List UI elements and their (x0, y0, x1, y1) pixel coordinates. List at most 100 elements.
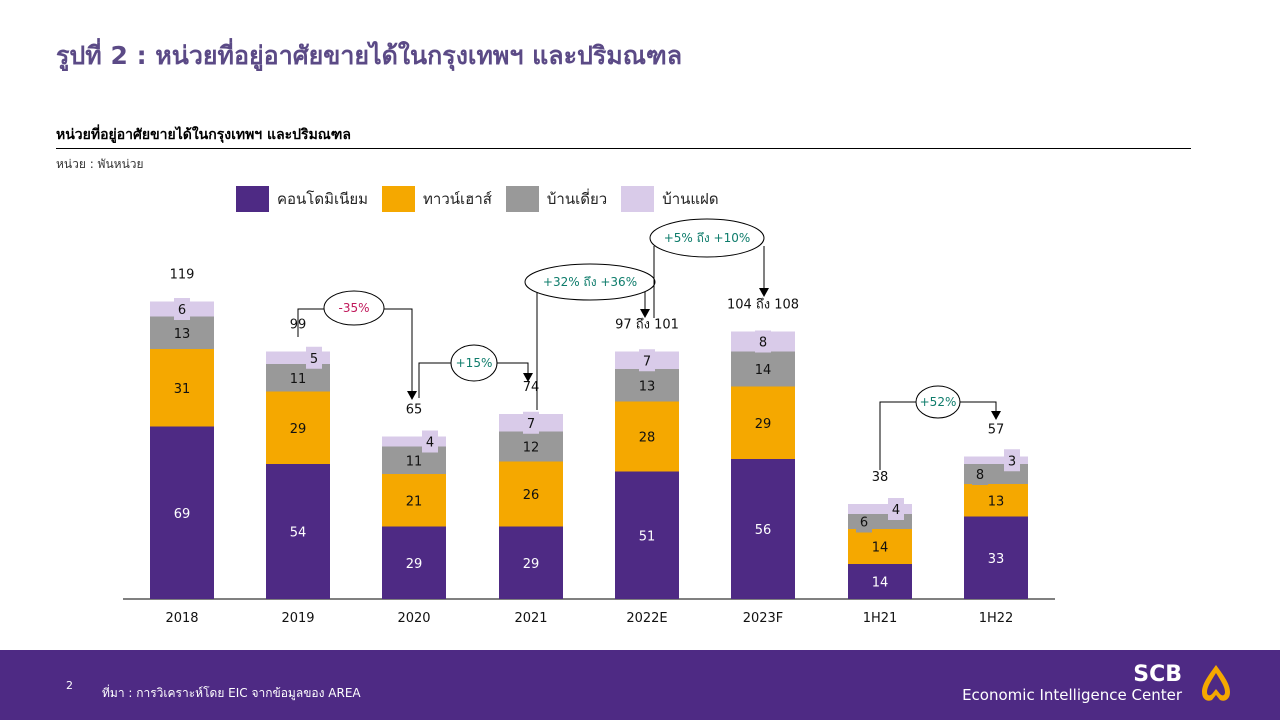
segment-label: 7 (527, 417, 535, 432)
bar-segment (150, 316, 214, 349)
label-box (1004, 449, 1020, 472)
bar-segment (615, 369, 679, 402)
annotation-connector (297, 308, 413, 392)
segment-label: 6 (178, 303, 186, 318)
x-tick-label: 2018 (165, 611, 198, 626)
bar-segment (848, 529, 912, 564)
segment-label: 8 (976, 468, 984, 483)
annotation-connector (418, 362, 529, 398)
annotation-connector (653, 246, 765, 318)
annotation-bubble (524, 263, 656, 301)
x-tick-label: 2021 (514, 611, 547, 626)
x-tick-label: 2020 (397, 611, 430, 626)
segment-label: 12 (523, 441, 540, 456)
annotation-bubble (649, 218, 765, 258)
arrow-icon (523, 373, 533, 382)
legend-label: ทาวน์เฮาส์ (423, 190, 492, 208)
segment-label: 8 (759, 336, 767, 351)
bar-segment (382, 436, 446, 447)
total-label: 104 ถึง 108 (727, 298, 799, 313)
legend-item-detached: บ้านเดี่ยว (505, 186, 607, 212)
bar-segment (964, 516, 1028, 599)
segment-label: 29 (406, 557, 423, 572)
x-tick-label: 2019 (281, 611, 314, 626)
page-number: 2 (66, 679, 73, 692)
label-box (306, 346, 322, 369)
bar-segment (731, 459, 795, 599)
unit-label: หน่วย : พันหน่วย (56, 157, 144, 171)
segment-label: 13 (174, 327, 191, 342)
page-title: รูปที่ 2 : หน่วยที่อยู่อาศัยขายได้ในกรุง… (56, 41, 683, 70)
segment-label: 54 (290, 526, 307, 541)
legend-swatch (621, 186, 655, 212)
segment-label: 14 (872, 541, 889, 556)
segment-label: 29 (523, 557, 540, 572)
bar-segment (499, 431, 563, 462)
segment-label: 51 (639, 529, 656, 544)
total-label: 74 (523, 380, 540, 395)
total-label: 97 ถึง 101 (615, 318, 679, 333)
bar-segment (731, 386, 795, 459)
logo-eic: Economic Intelligence Center (962, 686, 1182, 704)
bar-segment (150, 426, 214, 599)
segment-label: 13 (639, 379, 656, 394)
legend-swatch (236, 186, 269, 212)
legend-label: คอนโดมิเนียม (277, 190, 369, 208)
bar-segment (150, 349, 214, 427)
annotation-connector (879, 401, 997, 470)
bar-segment (499, 461, 563, 527)
segment-label: 4 (426, 436, 434, 451)
arrow-icon (407, 391, 417, 400)
x-tick-label: 1H22 (979, 611, 1014, 626)
total-label: 57 (988, 423, 1005, 438)
annotation-bubble (915, 385, 961, 419)
chart-title: หน่วยที่อยู่อาศัยขายได้ในกรุงเทพฯ และปริ… (56, 127, 351, 143)
annotation-label: +15% (456, 356, 493, 370)
segment-label: 6 (860, 516, 868, 531)
bar-segment (266, 391, 330, 464)
footer: 2 ที่มา : การวิเคราะห์โดย EIC จากข้อมูลข… (0, 650, 1280, 720)
segment-label: 26 (523, 488, 540, 503)
label-box (972, 463, 988, 485)
bar-segment (848, 504, 912, 514)
label-box (523, 411, 539, 434)
legend-label: บ้านแฝด (662, 190, 719, 208)
segment-label: 4 (892, 503, 900, 518)
label-box (856, 510, 872, 533)
legend-item-townhouse: ทาวน์เฮาส์ (382, 186, 492, 212)
legend-swatch (382, 186, 416, 212)
annotation-label: +32% ถึง +36% (543, 275, 637, 289)
annotation-label: -35% (338, 301, 369, 315)
legend-swatch (505, 186, 539, 212)
source-note: ที่มา : การวิเคราะห์โดย EIC จากข้อมูลของ… (102, 686, 361, 700)
divider (56, 148, 1191, 149)
segment-label: 56 (755, 523, 772, 538)
annotation-label: +52% (920, 395, 957, 409)
segment-label: 13 (988, 494, 1005, 509)
arrow-icon (991, 411, 1001, 420)
annotation-bubble (323, 290, 385, 326)
legend-item-semi-detached: บ้านแฝด (621, 186, 719, 212)
segment-label: 21 (406, 494, 423, 509)
segment-label: 69 (174, 507, 191, 522)
segment-label: 11 (290, 372, 307, 387)
segment-label: 28 (639, 431, 656, 446)
bar-segment (266, 464, 330, 599)
arrow-icon (759, 288, 769, 297)
segment-label: 5 (310, 352, 318, 367)
annotation-bubble (450, 344, 498, 382)
segment-label: 29 (290, 422, 307, 437)
label-box (755, 330, 771, 353)
label-box (422, 430, 438, 453)
total-label: 38 (872, 470, 889, 485)
bar-segment (615, 401, 679, 472)
label-box (174, 298, 190, 320)
x-tick-label: 2023F (743, 611, 784, 626)
segment-label: 3 (1008, 454, 1016, 469)
total-label: 119 (170, 268, 195, 283)
bar-segment (382, 474, 446, 527)
segment-label: 31 (174, 382, 191, 397)
x-tick-label: 2022E (626, 611, 667, 626)
arrow-icon (640, 309, 650, 318)
segment-label: 29 (755, 417, 772, 432)
